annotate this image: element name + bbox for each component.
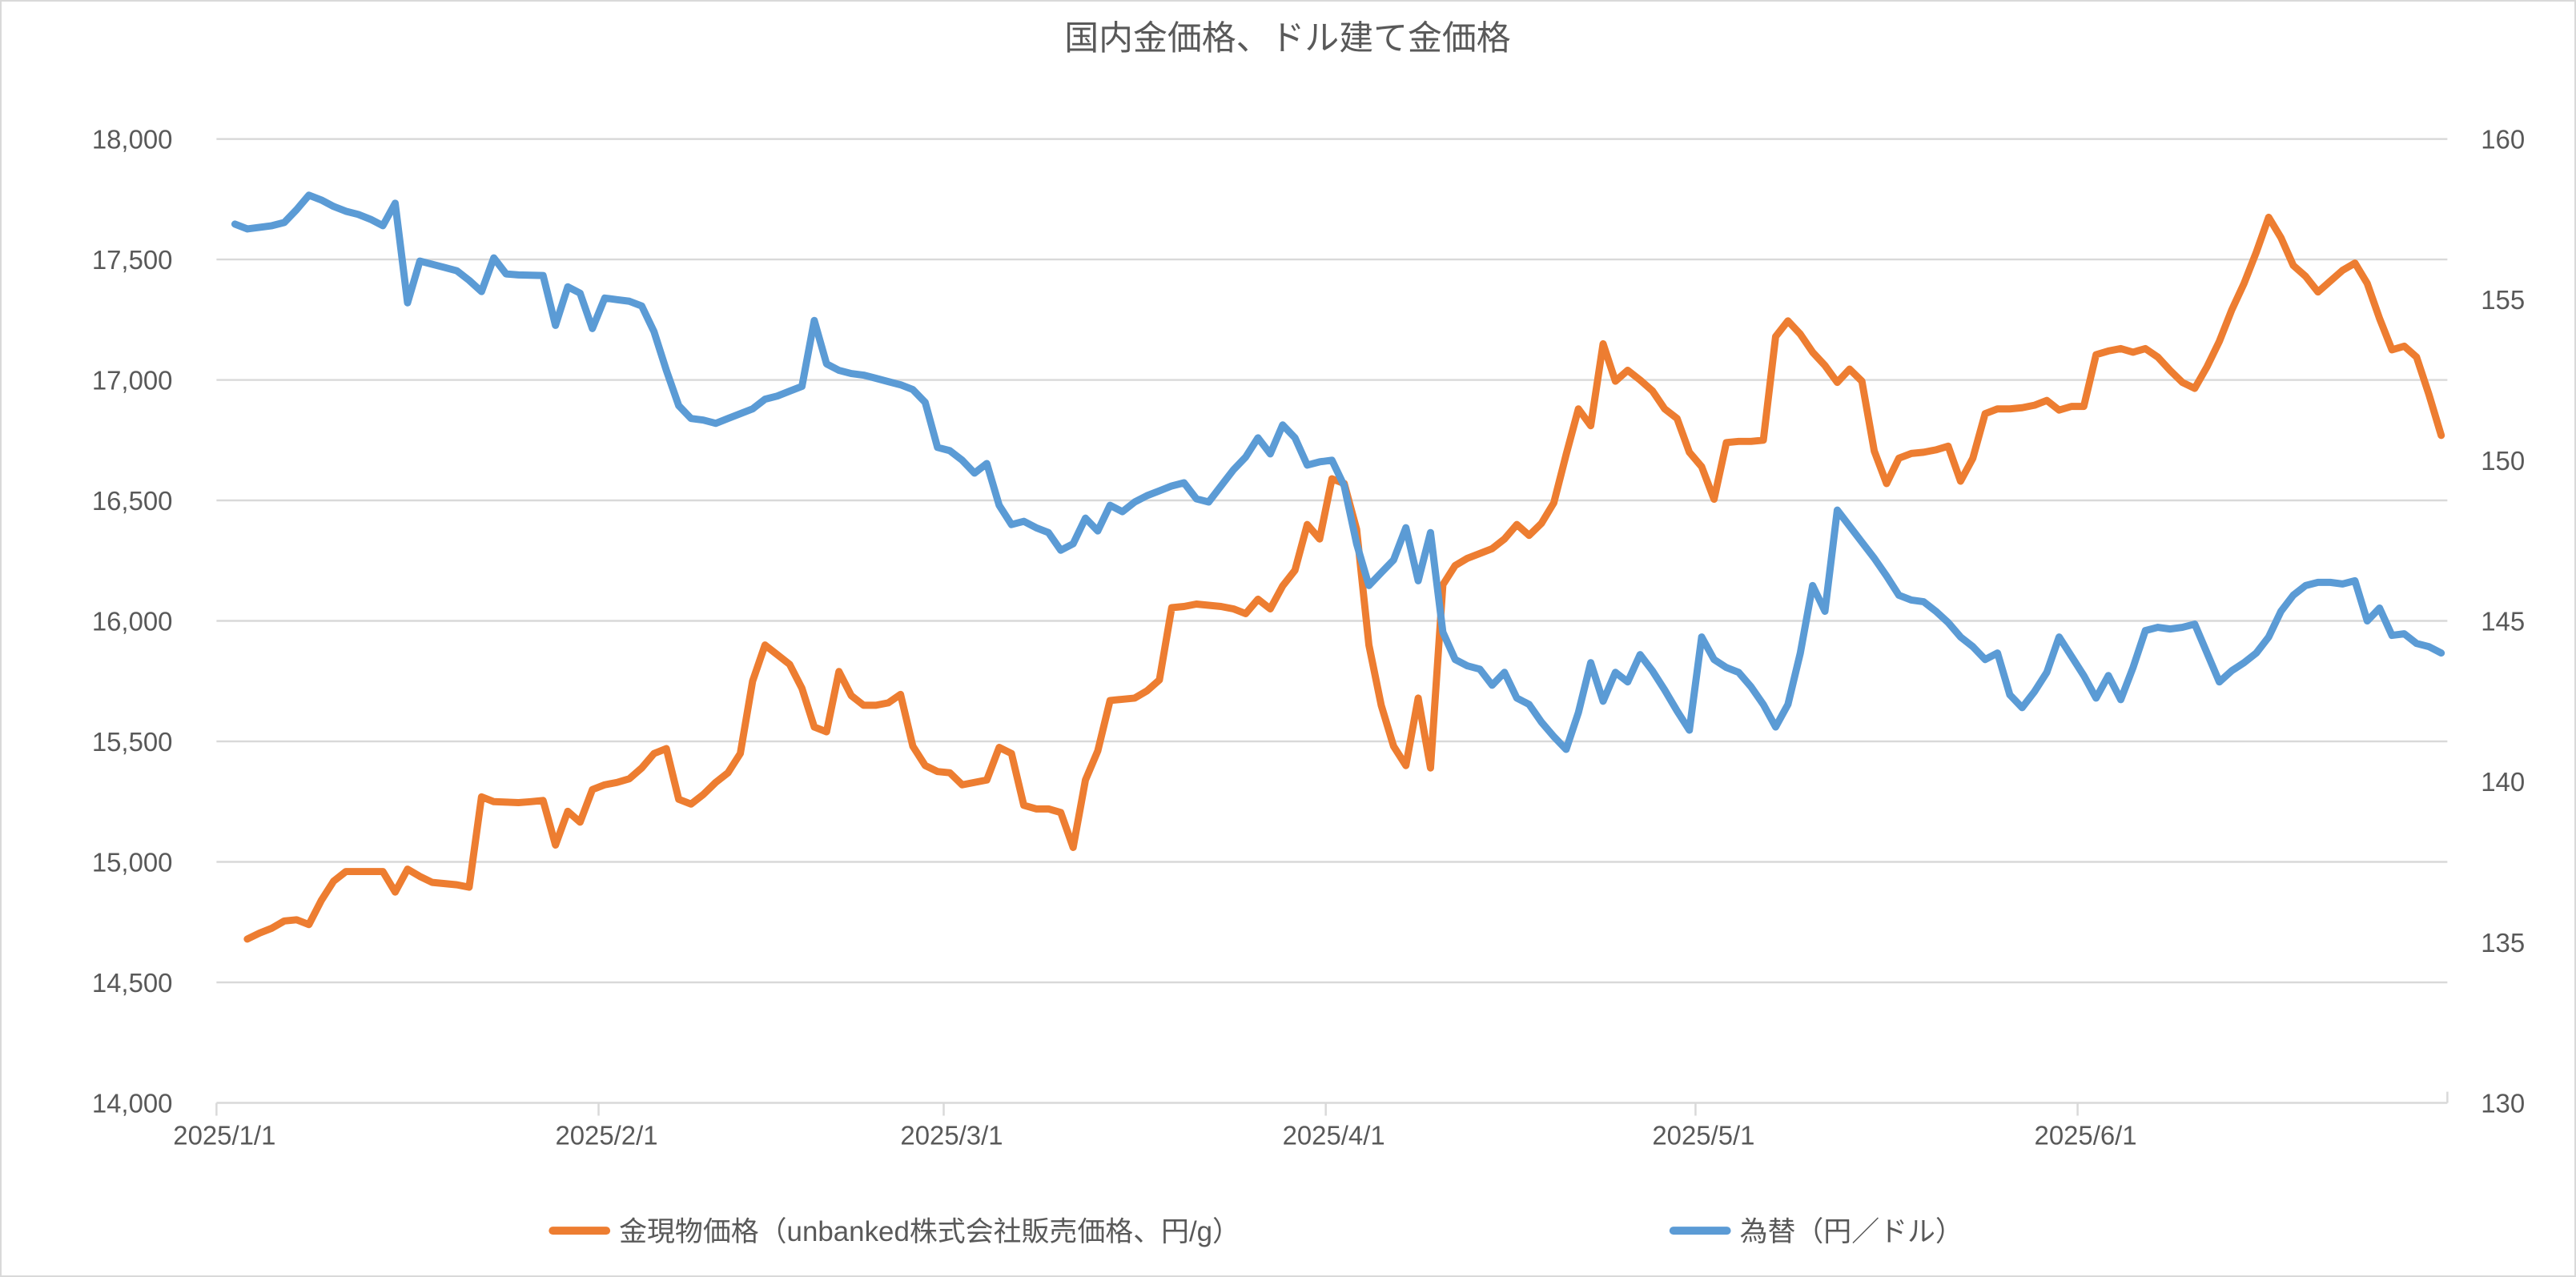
y-left-tick-label: 14,000 [92, 1089, 173, 1118]
y-left-tick-label: 15,000 [92, 848, 173, 877]
y-right-tick-label: 145 [2481, 607, 2525, 636]
y-left-tick-label: 14,500 [92, 968, 173, 998]
plot-area: 18,000 17,500 17,000 16,500 16,000 15,500 15,0… [92, 125, 2525, 1151]
legend-swatch-gold [549, 1227, 611, 1235]
x-tick-label: 2025/2/1 [555, 1120, 657, 1150]
y-left-tick-label: 17,500 [92, 245, 173, 275]
y-right-tick-label: 160 [2481, 125, 2525, 155]
x-tick-label: 2025/3/1 [900, 1120, 1003, 1150]
y-left-tick-label: 16,000 [92, 607, 173, 636]
y-left-tick-label: 15,500 [92, 727, 173, 757]
y-right-tick-label: 140 [2481, 767, 2525, 797]
legend-item-gold: 金現物価格（unbanked株式会社販売価格、円/g） [549, 1216, 1240, 1247]
legend-label-fx: 為替（円／ドル） [1740, 1216, 1963, 1247]
legend: 金現物価格（unbanked株式会社販売価格、円/g） 為替（円／ドル） [549, 1216, 1963, 1247]
y-right-tick-label: 130 [2481, 1089, 2525, 1118]
x-tick-label: 2025/6/1 [2035, 1120, 2137, 1150]
y-right-tick-label: 135 [2481, 928, 2525, 958]
y-right-tick-label: 155 [2481, 285, 2525, 315]
chart-title: 国内金価格、ドル建て金価格 [1064, 19, 1510, 58]
series-line-exchange-rate [231, 191, 2445, 753]
x-tick-label: 2025/4/1 [1283, 1120, 1385, 1150]
legend-swatch-fx [1669, 1227, 1731, 1235]
x-tick-label: 2025/1/1 [173, 1120, 275, 1150]
legend-item-fx: 為替（円／ドル） [1669, 1216, 1963, 1247]
y-left-tick-label: 17,000 [92, 366, 173, 396]
y-right-tick-label: 150 [2481, 446, 2525, 476]
x-tick-label: 2025/5/1 [1652, 1120, 1754, 1150]
legend-label-gold: 金現物価格（unbanked株式会社販売価格、円/g） [619, 1216, 1240, 1247]
y-left-tick-label: 18,000 [92, 125, 173, 155]
y-left-tick-label: 16,500 [92, 486, 173, 516]
series-line-gold-price [243, 213, 2445, 943]
